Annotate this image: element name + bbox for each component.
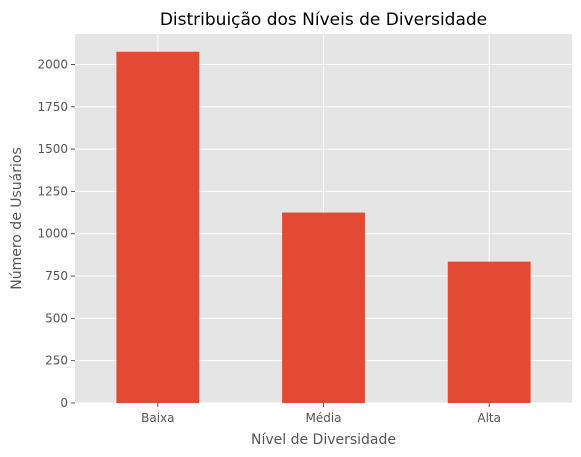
x-tick-label: Média	[305, 411, 341, 425]
x-tick-label: Baixa	[141, 411, 174, 425]
y-tick-label: 1750	[37, 100, 68, 114]
y-tick-label: 750	[45, 269, 68, 283]
x-axis-label: Nível de Diversidade	[251, 432, 396, 448]
bars	[116, 51, 531, 403]
y-tick-label: 1250	[37, 184, 68, 198]
x-axis-ticks: Baixa Média Alta	[141, 403, 501, 425]
y-axis-ticks: 0 250 500 750 1000 1250 1500 1750 2000	[37, 57, 75, 410]
y-tick-label: 500	[45, 311, 68, 325]
chart-title: Distribuição dos Níveis de Diversidade	[160, 10, 487, 30]
bar-alta	[447, 261, 531, 403]
y-tick-label: 1000	[37, 227, 68, 241]
y-tick-label: 2000	[37, 57, 68, 71]
y-tick-label: 1500	[37, 142, 68, 156]
x-tick-label: Alta	[477, 411, 501, 425]
bar-baixa	[116, 51, 200, 403]
y-tick-label: 0	[60, 396, 68, 410]
bar-média	[282, 212, 365, 403]
y-tick-label: 250	[45, 354, 68, 368]
y-axis-label: Número de Usuários	[9, 147, 25, 290]
